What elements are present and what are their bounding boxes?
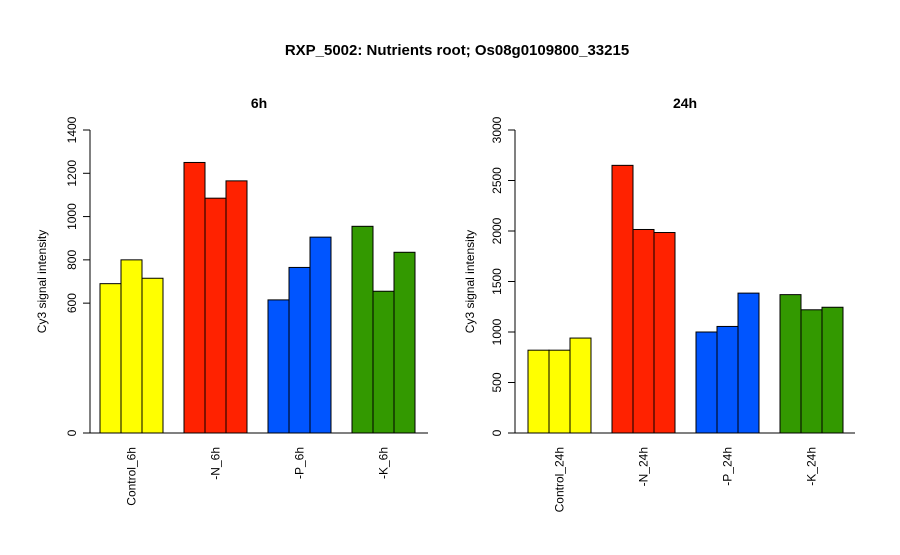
y-tick-label: 2500 [490,167,504,194]
y-tick-label: 1200 [65,160,79,187]
bar--K_6h-3 [393,251,416,434]
y-axis-label: Cy3 signal intensity [35,230,49,333]
category-label--N_24h: -N_24h [637,447,651,486]
category-label-Control_6h: Control_6h [125,447,139,506]
panel-title-24h: 24h [673,95,697,111]
bar-Control_6h-2 [120,259,143,434]
panel-6h: 6h Control_6h -N_6h -P_6h -K_6h 0 600 800 1000 12… [35,95,428,506]
bar--N_24h-1 [611,164,634,434]
bar-Control_24h-1 [527,349,550,434]
y-tick-label: 1000 [490,318,504,345]
y-tick-label: 3000 [490,116,504,143]
category-label--P_6h: -P_6h [293,447,307,479]
y-tick-label: 1500 [490,268,504,295]
bar--P_6h-3 [309,236,332,434]
bar--P_6h-2 [288,266,311,434]
bar--P_24h-2 [716,325,739,434]
y-tick-label: 1400 [65,116,79,143]
bar--P_24h-3 [737,292,760,434]
bar--K_24h-1 [779,294,802,434]
bar-Control_24h-3 [569,337,592,434]
y-tick-label: 1000 [65,203,79,230]
bar-Control_6h-1 [99,283,122,434]
category-label--P_24h: -P_24h [721,447,735,486]
category-label-Control_24h: Control_24h [553,447,567,512]
y-tick-label: 500 [490,372,504,392]
category-label--N_6h: -N_6h [209,447,223,480]
panel-title-6h: 6h [251,95,267,111]
bar--K_24h-2 [800,309,823,434]
panel-24h: 24h Control_24h -N_24h -P_24h -K_24h 0 500 1000… [463,95,855,512]
figure-title: RXP_5002: Nutrients root; Os08g0109800_3… [285,42,629,59]
y-tick-label: 0 [490,429,504,436]
bar--P_24h-1 [695,331,718,434]
y-tick-label: 2000 [490,217,504,244]
bar-Control_24h-2 [548,349,571,434]
y-tick-label: 0 [65,429,79,436]
bar--N_24h-3 [653,232,676,434]
bar--N_6h-3 [225,180,248,434]
bar--K_24h-3 [821,306,844,434]
y-axis-label: Cy3 signal intensity [463,230,477,333]
bar-Control_6h-3 [141,277,164,434]
category-label--K_24h: -K_24h [805,447,819,486]
bar--K_6h-2 [372,290,395,434]
category-label--K_6h: -K_6h [377,447,391,479]
y-tick-label: 800 [65,250,79,270]
bar--N_24h-2 [632,228,655,434]
y-tick-label: 600 [65,293,79,313]
bar--N_6h-1 [183,161,206,434]
bar--P_6h-1 [267,299,290,434]
bar--N_6h-2 [204,197,227,434]
bar--K_6h-1 [351,225,374,434]
